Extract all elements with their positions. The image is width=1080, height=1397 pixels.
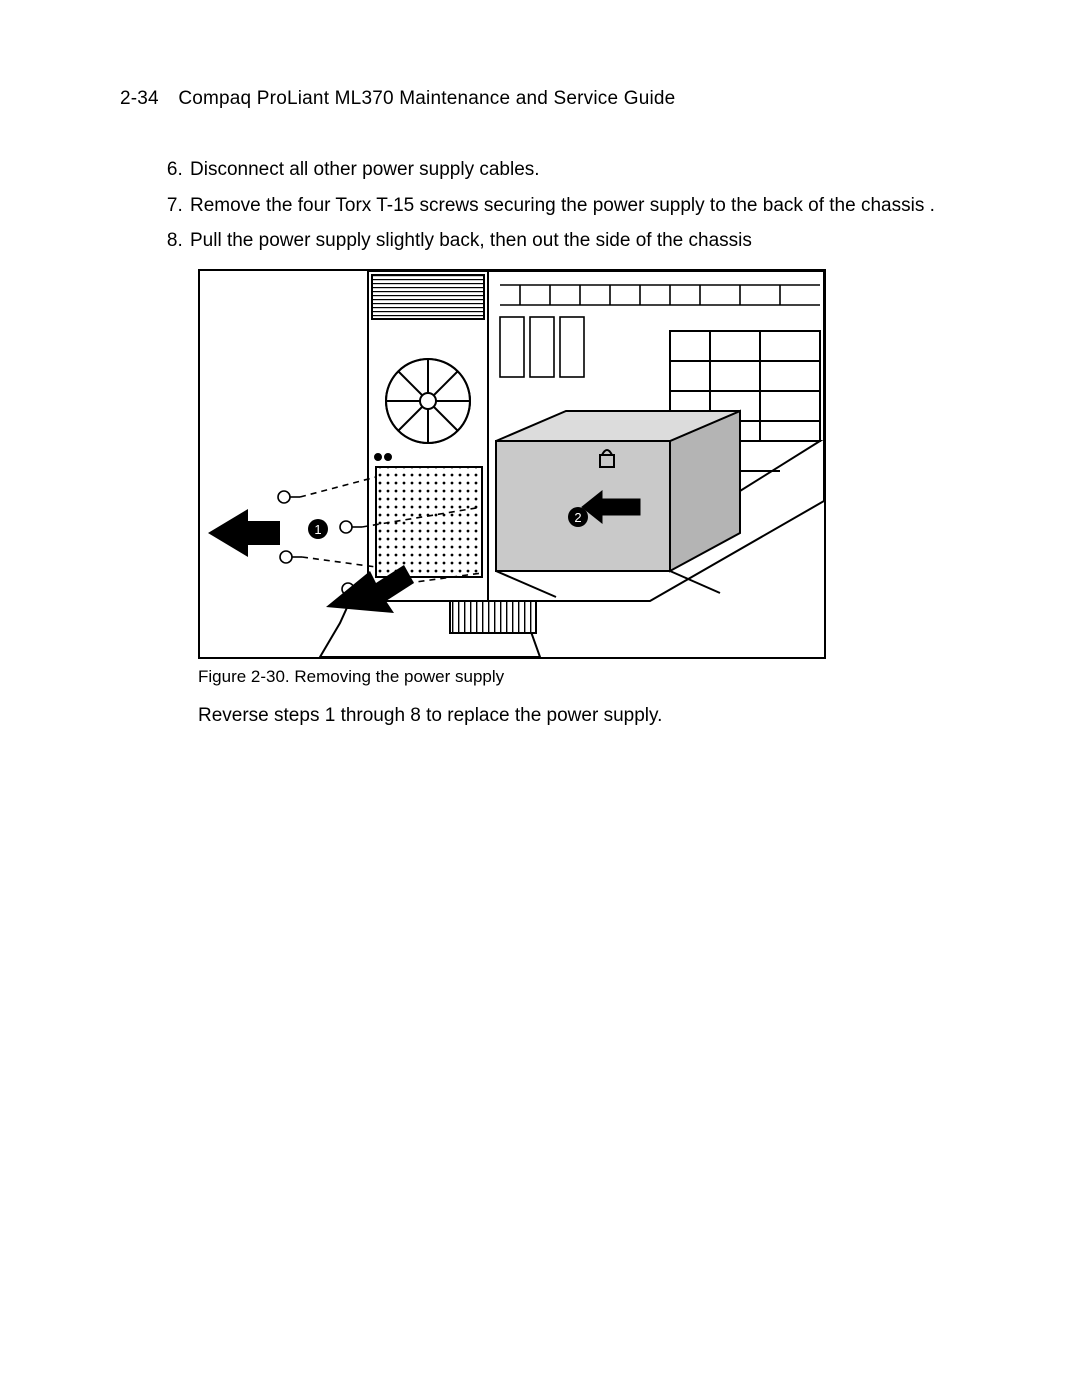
page-header: 2-34 Compaq ProLiant ML370 Maintenance a…: [120, 88, 960, 110]
page-title: Compaq ProLiant ML370 Maintenance and Se…: [178, 88, 675, 109]
document-page: 2-34 Compaq ProLiant ML370 Maintenance a…: [0, 0, 1080, 1397]
figure-caption: Figure 2-30. Removing the power supply: [198, 667, 960, 687]
step-item: Disconnect all other power supply cables…: [188, 156, 960, 184]
instruction-list: Disconnect all other power supply cables…: [188, 156, 960, 255]
svg-text:1: 1: [314, 522, 321, 537]
figure-diagram: 2 1: [198, 269, 826, 659]
replacement-note: Reverse steps 1 through 8 to replace the…: [198, 705, 960, 727]
step-item: Remove the four Torx T-15 screws securin…: [188, 192, 960, 220]
step-item: Pull the power supply slightly back, the…: [188, 227, 960, 255]
power-supply-illustration: 2 1: [200, 271, 824, 657]
page-number: 2-34: [120, 88, 159, 109]
svg-text:2: 2: [574, 510, 581, 525]
